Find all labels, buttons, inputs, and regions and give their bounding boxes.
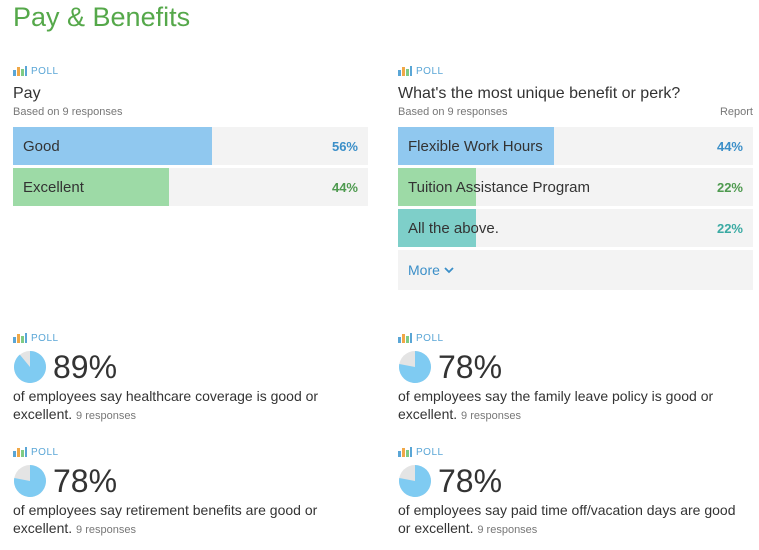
poll-option[interactable]: Tuition Assistance Program 22% [398, 168, 753, 206]
poll-option-fill [398, 168, 477, 206]
stat-responses: 9 responses [477, 524, 538, 536]
poll-option-label: Tuition Assistance Program [408, 179, 591, 196]
stat-responses: 9 responses [76, 410, 136, 422]
pie-chart-icon [13, 465, 46, 497]
poll-option-percent: 22% [716, 221, 743, 236]
pie-chart-icon [398, 465, 431, 497]
poll-tag-label: POLL [31, 446, 59, 458]
poll-option[interactable]: Flexible Work Hours 44% [398, 127, 753, 165]
poll-question: Pay [13, 85, 41, 102]
poll-tag-label: POLL [31, 332, 59, 344]
poll-option-percent: 56% [331, 139, 358, 154]
pay-poll: POLL Pay Based on 9 responses Good 56% Exc… [13, 65, 368, 209]
poll-tag: POLL [13, 65, 368, 77]
poll-tag: POLL [398, 332, 748, 344]
poll-tag: POLL [13, 332, 363, 344]
poll-option-percent: 22% [716, 180, 743, 195]
poll-tag-label: POLL [31, 65, 59, 77]
stat-poll: POLL 78% of employees say the family leave… [398, 332, 748, 425]
page-title: Pay & Benefits [13, 2, 191, 32]
poll-option-fill [398, 209, 477, 247]
pie-chart-icon [13, 351, 46, 383]
poll-bars-icon [398, 66, 412, 76]
stat-poll: POLL 78% of employees say paid time off/va… [398, 446, 748, 539]
stat-percent: 78% [438, 463, 503, 499]
poll-option-fill [398, 127, 555, 165]
poll-option-label: Flexible Work Hours [408, 138, 543, 155]
poll-tag-label: POLL [416, 332, 444, 344]
stat-percent: 78% [438, 349, 503, 385]
poll-option-percent: 44% [716, 139, 743, 154]
stat-poll: POLL 89% of employees say healthcare cover… [13, 332, 363, 425]
poll-option-fill [13, 127, 212, 165]
stat-poll: POLL 78% of employees say retirement benef… [13, 446, 363, 539]
report-link[interactable]: Report [719, 106, 753, 118]
poll-responses: Based on 9 responses [13, 106, 123, 118]
chevron-down-icon [444, 266, 454, 273]
poll-responses: Based on 9 responses [398, 106, 508, 118]
stat-responses: 9 responses [76, 524, 136, 536]
poll-option[interactable]: Excellent 44% [13, 168, 368, 206]
poll-option[interactable]: All the above. 22% [398, 209, 753, 247]
poll-bars-icon [13, 447, 27, 457]
poll-bars-icon [398, 333, 412, 343]
stat-description: of employees say the family leave policy… [398, 388, 714, 422]
poll-question: What's the most unique benefit or perk? [398, 85, 681, 102]
stat-description: of employees say retirement benefits are… [13, 502, 318, 536]
poll-option[interactable]: Good 56% [13, 127, 368, 165]
stat-description: of employees say paid time off/vacation … [398, 502, 736, 536]
poll-bars-icon [13, 66, 27, 76]
poll-option-label: All the above. [408, 220, 499, 237]
poll-tag-label: POLL [416, 446, 444, 458]
poll-tag: POLL [398, 65, 753, 77]
stat-responses: 9 responses [461, 410, 521, 422]
poll-bars-icon [398, 447, 412, 457]
stat-description: of employees say healthcare coverage is … [13, 388, 319, 422]
poll-option-fill [13, 168, 170, 206]
pie-chart-icon [398, 351, 431, 383]
poll-tag: POLL [13, 446, 363, 458]
poll-bars-icon [13, 333, 27, 343]
poll-option-label: Excellent [23, 179, 84, 196]
poll-tag: POLL [398, 446, 748, 458]
poll-option-label: Good [23, 138, 60, 155]
more-button[interactable]: More [398, 250, 753, 290]
stat-percent: 78% [53, 463, 118, 499]
more-label: More [408, 262, 440, 278]
poll-options: Good 56% Excellent 44% [13, 127, 368, 206]
stat-percent: 89% [53, 349, 118, 385]
poll-tag-label: POLL [416, 65, 444, 77]
poll-options: Flexible Work Hours 44% Tuition Assistance… [398, 127, 753, 247]
perk-poll: POLL What's the most unique benefit or p… [398, 65, 753, 290]
poll-option-percent: 44% [331, 180, 358, 195]
